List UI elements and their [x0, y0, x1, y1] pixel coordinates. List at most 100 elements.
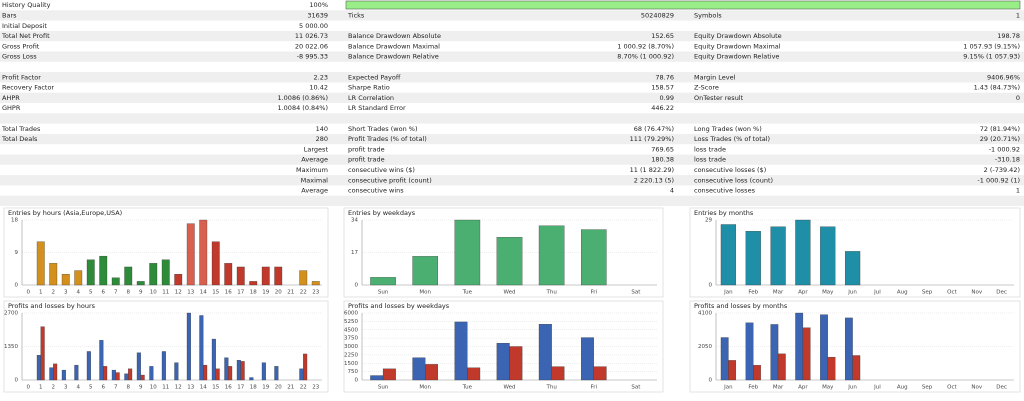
bar: [61, 274, 70, 286]
cell-label: Ticks: [347, 11, 365, 19]
x-tick-label: 10: [150, 385, 157, 391]
row-bg: [0, 10, 1024, 21]
cell-value: -310.18: [995, 156, 1020, 164]
x-tick-label: 14: [200, 290, 207, 296]
bar: [36, 241, 45, 286]
bar: [745, 231, 761, 286]
x-tick-label: 18: [250, 290, 257, 296]
cell-label: consecutive loss (count): [694, 176, 773, 184]
cell-label: Short Trades (won %): [348, 125, 418, 133]
x-tick-label: Jan: [723, 385, 733, 391]
bar: [370, 277, 396, 286]
x-tick-label: 12: [175, 385, 182, 391]
cell-label: Profit Factor: [2, 73, 41, 81]
chart-title: Entries by months: [694, 209, 754, 217]
cell-label: consecutive wins ($): [348, 166, 415, 174]
y-tick-label: 29: [705, 218, 712, 224]
cell-value: 152.65: [651, 32, 674, 40]
x-tick-label: 9: [139, 385, 143, 391]
bar: [49, 263, 58, 286]
cell-label: Total Deals: [1, 135, 38, 143]
x-tick-label: 17: [237, 385, 244, 391]
row-bg: [0, 92, 1024, 103]
x-tick-label: Jun: [847, 290, 857, 296]
bar: [802, 327, 811, 381]
x-tick-label: 23: [312, 290, 319, 296]
x-tick-label: 17: [237, 290, 244, 296]
x-tick-label: Jun: [847, 385, 857, 391]
x-tick-label: 11: [162, 385, 169, 391]
x-tick-label: 7: [114, 385, 118, 391]
y-tick-label: 9: [15, 250, 19, 256]
x-tick-label: 13: [187, 385, 194, 391]
x-tick-label: 2: [52, 290, 56, 296]
bar: [203, 364, 208, 381]
y-tick-label: 5250: [344, 319, 358, 325]
x-tick-label: Mar: [773, 385, 784, 391]
bar: [580, 337, 594, 381]
cell-value: 8.70% (1 000.92): [617, 53, 674, 61]
bar: [827, 356, 836, 381]
x-tick-label: 9: [139, 290, 143, 296]
x-tick-label: Tue: [462, 385, 473, 391]
x-tick-label: 19: [262, 290, 269, 296]
cell-label: Symbols: [694, 11, 722, 19]
x-tick-label: 1: [39, 385, 43, 391]
bar: [777, 353, 786, 381]
bar: [538, 225, 565, 286]
bar: [412, 357, 426, 381]
bar: [211, 338, 216, 381]
bar: [795, 219, 811, 286]
x-tick-label: 1: [39, 290, 43, 296]
x-tick-label: 4: [77, 385, 81, 391]
bar: [53, 363, 58, 381]
x-tick-label: 8: [127, 385, 131, 391]
bar: [211, 241, 220, 286]
cell-value: 111 (79.29%): [630, 135, 674, 143]
x-tick-label: Aug: [897, 385, 908, 391]
bar: [224, 263, 233, 286]
chart-title: Entries by hours (Asia,Europe,USA): [8, 209, 122, 217]
cell-label: Loss Trades (% of total): [694, 135, 770, 143]
x-tick-label: Thu: [545, 385, 556, 391]
cell-label: loss trade: [694, 156, 726, 164]
cell-label: Margin Level: [694, 73, 736, 81]
cell-value: 5 000.00: [299, 22, 328, 30]
bar: [111, 277, 120, 286]
x-tick-label: Jul: [873, 385, 881, 391]
bar: [174, 274, 183, 286]
x-tick-label: Mar: [773, 290, 784, 296]
cell-label: Equity Drawdown Relative: [694, 53, 779, 61]
x-tick-label: 21: [287, 290, 294, 296]
x-tick-label: Wed: [504, 385, 516, 391]
bar: [454, 219, 481, 286]
y-tick-label: 3000: [344, 344, 358, 350]
bar: [199, 315, 204, 381]
bar: [299, 270, 308, 286]
bar: [720, 224, 737, 286]
cell-value: 198.78: [997, 32, 1020, 40]
bar: [728, 360, 737, 381]
cell-value: 1.0086 (0.86%): [277, 94, 328, 102]
row-bg: [0, 30, 1024, 42]
bar: [745, 322, 754, 381]
bar: [249, 281, 258, 286]
y-tick-label: 18: [11, 218, 18, 224]
cell-label: Average: [301, 187, 328, 195]
cell-value: 78.76: [655, 73, 674, 81]
cell-value: -1 000.92: [989, 145, 1020, 153]
cell-value: 2.23: [314, 73, 328, 81]
x-tick-label: Nov: [971, 385, 982, 391]
cell-label: consecutive profit (count): [348, 176, 432, 184]
x-tick-label: Mon: [419, 290, 431, 296]
x-tick-label: 22: [300, 290, 307, 296]
x-tick-label: 11: [162, 290, 169, 296]
bar: [820, 226, 836, 286]
bar: [467, 367, 481, 381]
bar: [99, 340, 104, 381]
bar: [186, 223, 195, 286]
cell-label: AHPR: [2, 94, 20, 102]
chart-panel: [343, 207, 664, 298]
cell-value: 1 057.93 (9.15%): [963, 42, 1020, 50]
bar: [240, 361, 245, 381]
